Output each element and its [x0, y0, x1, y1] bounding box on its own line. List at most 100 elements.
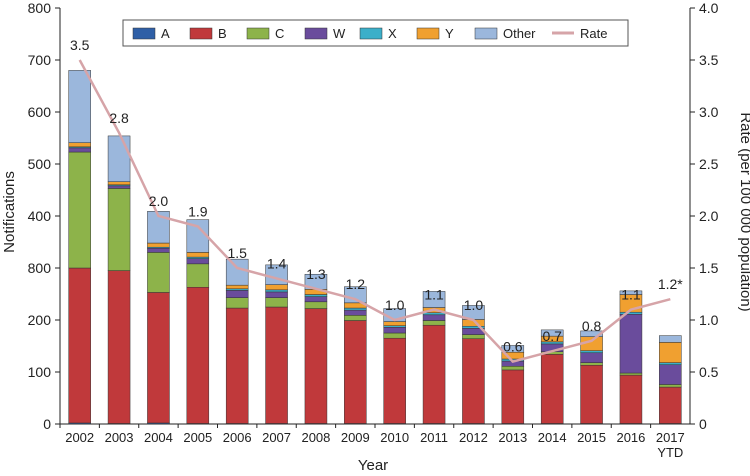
bar-stack: [107, 135, 131, 425]
x-tick-label: 2010: [380, 430, 409, 445]
y2-tick-label: 3.0: [699, 104, 719, 120]
bar-segment-b: [186, 286, 210, 424]
y2-tick-label: 0: [699, 416, 707, 432]
bars: [68, 70, 682, 425]
y2-tick-label: 2.5: [699, 156, 719, 172]
bar-stack: [540, 329, 564, 425]
y-axis-title: Notifications: [1, 171, 18, 253]
rate-label: 0.8: [582, 318, 602, 334]
x-tick-label: 2014: [538, 430, 567, 445]
bar-segment-b: [659, 386, 682, 424]
y2-tick-label: 1.0: [699, 312, 719, 328]
y-tick-label: 600: [28, 104, 52, 120]
bar-segment-b: [422, 324, 446, 424]
bar-segment-x: [344, 307, 367, 311]
rate-label: 1.9: [188, 203, 208, 219]
y-tick-label: 800: [28, 0, 52, 16]
bar-segment-b: [107, 270, 131, 424]
bar-segment-w: [344, 309, 367, 316]
y-tick-label: 0: [43, 416, 51, 432]
rate-label: 2.8: [109, 110, 129, 126]
rate-label: 0.7: [542, 328, 562, 344]
bar-segment-b: [147, 292, 170, 424]
bar-segment-y: [225, 284, 249, 290]
legend: A B C W X Y Other Rate: [122, 19, 629, 47]
legend-swatch-w: [304, 27, 328, 40]
x-tick-label: 2007: [262, 430, 291, 445]
legend-swatch-x: [359, 27, 383, 40]
bar-segment-b: [501, 369, 525, 424]
x-tick-label: 2006: [223, 430, 252, 445]
x-tick-label: 2004: [144, 430, 173, 445]
legend-swatch-c: [246, 27, 270, 40]
legend-label: Y: [445, 26, 454, 41]
axes: 0 100 200 800 400 500 600 700 800 0 0.5 1.0 1.5 2.0 2.…: [28, 0, 719, 460]
bar-segment-c: [580, 362, 603, 366]
bar-segment-other: [147, 211, 170, 244]
bar-stack: [619, 290, 643, 425]
x-tick-label: 2013: [498, 430, 527, 445]
bar-segment-c: [186, 263, 210, 288]
bar-segment-other: [422, 291, 446, 308]
bar-segment-w: [265, 291, 288, 298]
bar-segment-c: [422, 320, 446, 326]
bar-segment-w: [383, 327, 406, 334]
bar-segment-y: [265, 284, 288, 291]
bar-segment-x: [422, 312, 446, 316]
rate-label: 1.4: [267, 255, 287, 271]
bar-segment-c: [147, 252, 170, 293]
bar-segment-c: [462, 334, 485, 339]
legend-label: B: [218, 26, 227, 41]
bar-segment-c: [304, 301, 328, 309]
legend-swatch-other: [474, 27, 498, 40]
legend-label: Other: [503, 26, 536, 41]
bar-stack: [462, 305, 485, 425]
rate-line: 3.5 2.8 2.0 1.9 1.5 1.4 1.3 1.2 1.0 1.1 1.0 0.6 0.7 0…: [70, 37, 683, 363]
bar-segment-other: [580, 330, 603, 337]
bar-segment-b: [619, 374, 643, 424]
x-tick-label: 2011: [420, 430, 448, 445]
legend-swatch-a: [132, 27, 156, 40]
bar-stack: [186, 219, 210, 425]
legend-swatch-b: [189, 27, 213, 40]
bar-segment-y: [659, 342, 682, 363]
bar-stack: [383, 308, 406, 425]
x-tick-label: 2005: [183, 430, 212, 445]
bar-segment-b: [68, 267, 91, 424]
bar-segment-b: [225, 307, 249, 424]
bar-stack: [68, 70, 91, 425]
x-axis-title: Year: [358, 457, 388, 474]
bar-stack: [265, 264, 288, 425]
rate-label: 2.0: [149, 193, 169, 209]
bar-segment-y: [383, 321, 406, 326]
bar-segment-other: [619, 290, 643, 295]
y-tick-label: 500: [28, 156, 52, 172]
bar-segment-w: [68, 147, 91, 153]
bar-segment-b: [383, 337, 406, 424]
bar-segment-b: [540, 354, 564, 424]
x-tick-label: 2002: [65, 430, 94, 445]
bar-stack: [659, 335, 682, 425]
y2-tick-label: 1.5: [699, 260, 719, 276]
bar-stack: [580, 330, 603, 425]
bar-segment-w: [147, 247, 170, 253]
bar-segment-c: [344, 315, 367, 321]
bar-segment-c: [659, 384, 682, 388]
bar-segment-y: [147, 242, 170, 248]
x-tick-label: 2016: [616, 430, 645, 445]
bar-segment-b: [265, 306, 288, 424]
y2-axis-title: Rate (per 100 000 population): [737, 112, 750, 311]
x-tick-label: 2003: [105, 430, 134, 445]
bar-stack: [147, 211, 170, 425]
bar-segment-other: [540, 329, 564, 337]
bar-segment-w: [619, 314, 643, 374]
bar-segment-x: [304, 294, 328, 297]
bar-segment-c: [107, 188, 131, 271]
bar-segment-c: [68, 151, 91, 269]
x-tick-label: 2017 YTD: [656, 430, 685, 460]
bar-stack: [225, 258, 249, 425]
bar-segment-y: [186, 252, 210, 258]
rate-line-path: [78, 59, 671, 363]
rate-label: 1.2: [346, 276, 366, 292]
